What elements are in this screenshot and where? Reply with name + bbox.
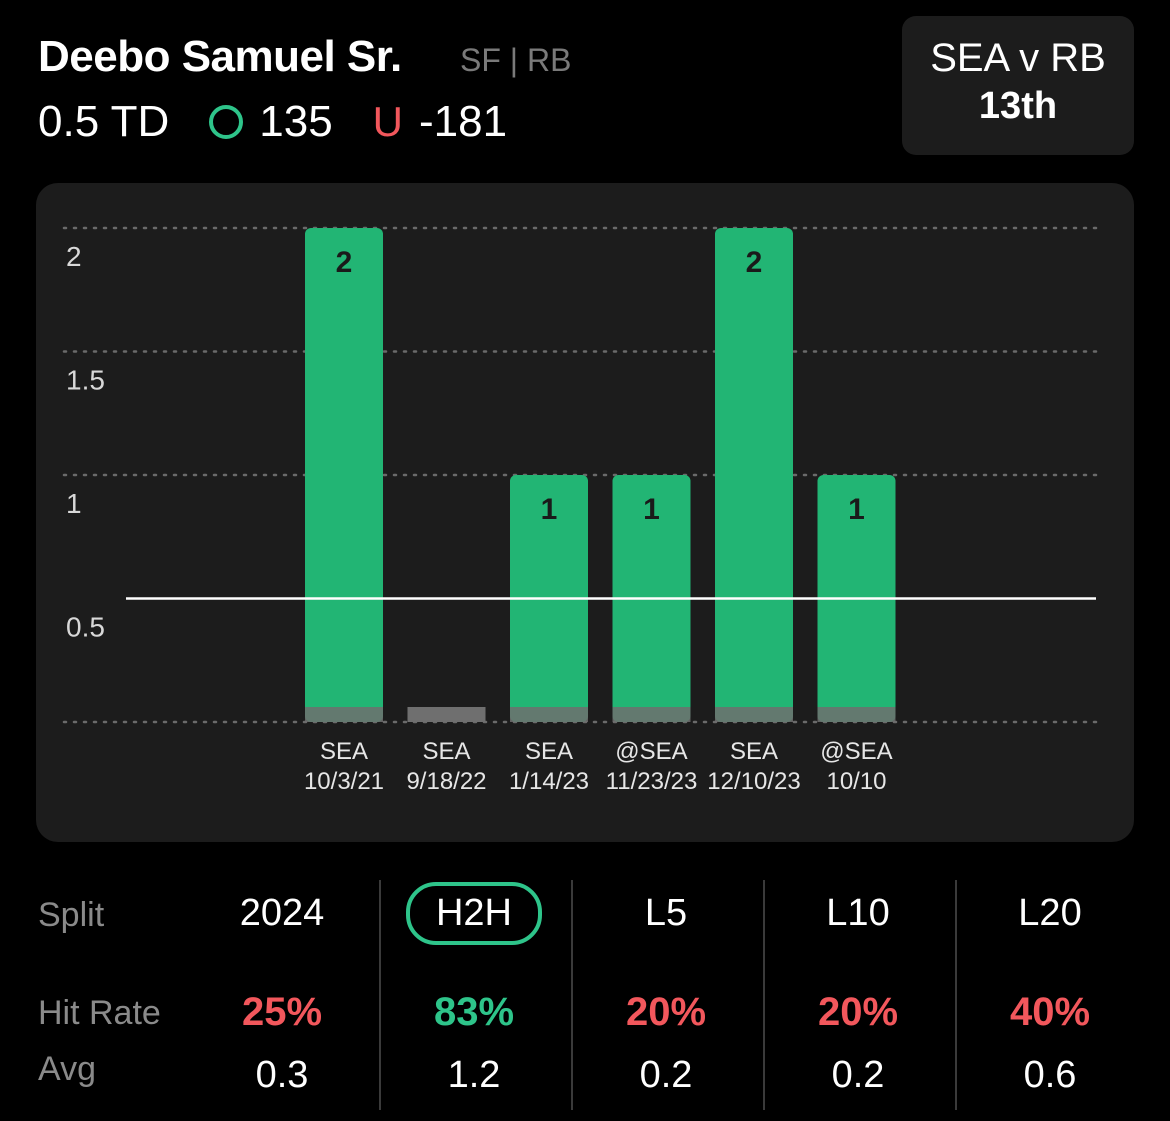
bar-base bbox=[612, 707, 691, 722]
split-tab-l5[interactable]: L5 bbox=[570, 892, 762, 935]
matchup-badge[interactable]: SEA v RB 13th bbox=[902, 16, 1134, 155]
bar-value-label: 1 bbox=[541, 493, 558, 526]
x-tick-label-opponent: @SEA bbox=[820, 738, 892, 765]
matchup-rank: 13th bbox=[978, 85, 1058, 127]
avg-h2h: 1.2 bbox=[447, 1054, 501, 1096]
column-divider bbox=[955, 880, 957, 1110]
bar-value-label: 1 bbox=[848, 493, 865, 526]
y-tick-label: 1 bbox=[66, 488, 82, 519]
x-tick-label-opponent: SEA bbox=[525, 738, 573, 765]
bar-base bbox=[305, 707, 383, 722]
x-tick-label-date: 12/10/23 bbox=[707, 768, 800, 795]
split-tab-h2h[interactable]: H2H bbox=[378, 882, 570, 945]
y-tick-label: 2 bbox=[66, 241, 82, 272]
over-odds[interactable]: 135 bbox=[259, 97, 333, 146]
avg-l10: 0.2 bbox=[831, 1054, 885, 1096]
split-label: L5 bbox=[644, 892, 688, 934]
bar-value-label: 1 bbox=[643, 493, 660, 526]
under-odds[interactable]: -181 bbox=[419, 97, 508, 146]
hit-rate-2024: 25% bbox=[241, 990, 323, 1034]
x-tick-label-date: 10/10 bbox=[826, 768, 886, 795]
split-label-selected: H2H bbox=[405, 882, 543, 945]
column-divider bbox=[379, 880, 381, 1110]
under-symbol: U bbox=[372, 98, 404, 145]
splits-table: Split Hit Rate Avg 2024 25% 0.3 H2H 83% … bbox=[0, 870, 1170, 1121]
bar-value-label: 2 bbox=[746, 246, 763, 279]
column-divider bbox=[763, 880, 765, 1110]
player-team-position: SF | RB bbox=[460, 42, 572, 78]
split-tab-2024[interactable]: 2024 bbox=[186, 892, 378, 935]
split-label: L20 bbox=[1018, 892, 1082, 934]
x-tick-label-date: 1/14/23 bbox=[509, 768, 589, 795]
bar-base bbox=[817, 707, 896, 722]
prop-line-row: 0.5 TD 135 U -181 bbox=[38, 94, 507, 150]
split-row-label: Split bbox=[38, 896, 105, 934]
hit-rate-l10: 20% bbox=[817, 990, 899, 1034]
split-tab-l20[interactable]: L20 bbox=[954, 892, 1146, 935]
hit-rate-l5: 20% bbox=[625, 990, 707, 1034]
x-tick-label-date: 10/3/21 bbox=[304, 768, 384, 795]
hit-rate-l20: 40% bbox=[1009, 990, 1091, 1034]
matchup-title: SEA v RB bbox=[930, 36, 1106, 80]
bar bbox=[305, 228, 383, 722]
hit-rate-h2h: 83% bbox=[433, 990, 515, 1034]
y-tick-label: 0.5 bbox=[66, 612, 105, 643]
bar-base bbox=[510, 707, 588, 722]
x-tick-label-date: 11/23/23 bbox=[606, 768, 698, 795]
split-label: L10 bbox=[826, 892, 890, 934]
bar-base bbox=[715, 707, 793, 722]
avg-2024: 0.3 bbox=[255, 1054, 309, 1096]
x-tick-label-opponent: SEA bbox=[422, 738, 470, 765]
avg-row-label: Avg bbox=[38, 1050, 96, 1088]
x-tick-label-opponent: SEA bbox=[730, 738, 778, 765]
td-bar-chart: 2 1.5 1 0.5 2 SEA 10/3/21 SEA 9/18/22 1 SEA 1/14/23… bbox=[62, 226, 1104, 795]
hit-rate-row-label: Hit Rate bbox=[38, 994, 161, 1032]
bar bbox=[407, 707, 486, 722]
column-divider bbox=[571, 880, 573, 1110]
bar bbox=[715, 228, 793, 722]
x-tick-label-date: 9/18/22 bbox=[406, 768, 486, 795]
chart-panel: 2 1.5 1 0.5 2 SEA 10/3/21 SEA 9/18/22 1 SEA 1/14/23… bbox=[36, 183, 1134, 842]
prop-line: 0.5 TD bbox=[38, 97, 170, 146]
y-tick-label: 1.5 bbox=[66, 365, 105, 396]
split-tab-l10[interactable]: L10 bbox=[762, 892, 954, 935]
bar-value-label: 2 bbox=[336, 246, 353, 279]
x-tick-label-opponent: SEA bbox=[320, 738, 368, 765]
x-tick-label-opponent: @SEA bbox=[615, 738, 687, 765]
player-name: Deebo Samuel Sr. bbox=[38, 32, 402, 81]
over-circle-icon bbox=[209, 105, 244, 139]
avg-l20: 0.6 bbox=[1023, 1054, 1077, 1096]
avg-l5: 0.2 bbox=[639, 1054, 693, 1096]
split-label: 2024 bbox=[239, 892, 325, 934]
